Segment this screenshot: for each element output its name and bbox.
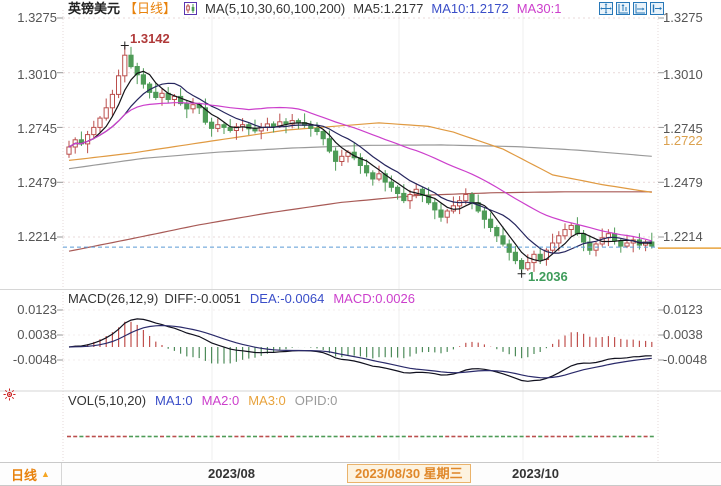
vol-ma2-value: MA2:0 xyxy=(201,393,240,408)
toolbar xyxy=(599,2,664,15)
date-label-left: 2023/08 xyxy=(208,466,255,481)
period-selector[interactable]: 日线 ▲ xyxy=(0,463,62,485)
price-tick-right-1: 1.3010 xyxy=(663,67,703,82)
macd-tick-left-1: 0.0038 xyxy=(17,327,57,342)
date-label-highlight: 2023/08/30 星期三 xyxy=(347,464,471,483)
macd-diff-value: DIFF:-0.0051 xyxy=(164,291,241,306)
price-tick-left-2: 1.2745 xyxy=(17,121,57,136)
macd-title: MACD(26,12,9) xyxy=(68,291,159,306)
price-highlight-label: 1.2722 xyxy=(663,133,703,148)
price-tick-left-0: 1.3275 xyxy=(17,10,57,25)
scale-horizontal-icon[interactable] xyxy=(633,2,647,15)
macd-tick-right-1: 0.0038 xyxy=(663,327,703,342)
macd-tick-left-2: -0.0048 xyxy=(12,352,57,367)
macd-tick-left-0: 0.0123 xyxy=(17,302,57,317)
pan-right-icon[interactable] xyxy=(650,2,664,15)
vol-title: VOL(5,10,20) xyxy=(68,393,147,408)
scale-vertical-icon[interactable] xyxy=(616,2,630,15)
macd-dea-value: DEA:-0.0064 xyxy=(249,291,325,306)
macd-tick-right-0: 0.0123 xyxy=(663,302,703,317)
low-annotation: 1.2036 xyxy=(528,269,568,284)
bottom-bar: 日线 ▲ 2023/08 2023/08/30 星期三 2023/10 xyxy=(0,462,721,486)
vol-ma1-value: MA1:0 xyxy=(155,393,193,408)
triangle-up-icon: ▲ xyxy=(41,469,50,479)
macd-tick-right-2: -0.0048 xyxy=(663,352,708,367)
period-tag: 【日线】 xyxy=(124,1,177,16)
high-annotation: 1.3142 xyxy=(130,31,170,46)
crosshair-move-icon[interactable] xyxy=(599,2,613,15)
ma30-value: MA30:1 xyxy=(516,1,562,16)
vol-opid-value: OPID:0 xyxy=(294,393,338,408)
vol-ma3-value: MA3:0 xyxy=(248,393,286,408)
price-tick-right-4: 1.2214 xyxy=(663,229,703,244)
price-tick-right-0: 1.3275 xyxy=(663,10,703,25)
price-tick-left-3: 1.2479 xyxy=(17,175,57,190)
sun-icon[interactable] xyxy=(3,388,16,401)
ma10-value: MA10:1.2172 xyxy=(431,1,509,16)
macd-value: MACD:0.0026 xyxy=(333,291,415,306)
price-tick-left-4: 1.2214 xyxy=(17,229,57,244)
date-label-right: 2023/10 xyxy=(512,466,559,481)
price-tick-right-3: 1.2479 xyxy=(663,175,703,190)
chart-type-icon[interactable] xyxy=(184,2,198,15)
price-tick-left-1: 1.3010 xyxy=(17,67,57,82)
ma5-value: MA5:1.2177 xyxy=(353,1,424,16)
price-tick-right-2: 1.2745 xyxy=(663,121,703,136)
ma-settings-label: MA(5,10,30,60,100,200) xyxy=(205,1,346,16)
symbol-label: 英镑美元 xyxy=(68,1,121,16)
period-label: 日线 xyxy=(11,467,38,483)
